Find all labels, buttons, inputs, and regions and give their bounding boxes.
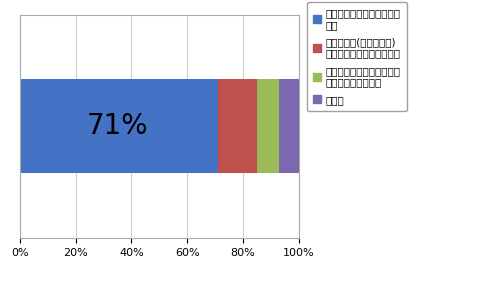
Text: 71%: 71% [87, 112, 148, 140]
Bar [218, 79, 257, 173]
Bar [20, 79, 218, 173]
Bar [257, 79, 279, 173]
Legend: 仕事でＩＰＤＬを利用する
ため, 特許や商標(工業所有権)
について関心があったため, 出願をするにあたっての事
前の調査をするため, その他: 仕事でＩＰＤＬを利用する ため, 特許や商標(工業所有権) について関心があった… [307, 2, 407, 111]
Bar [279, 79, 299, 173]
